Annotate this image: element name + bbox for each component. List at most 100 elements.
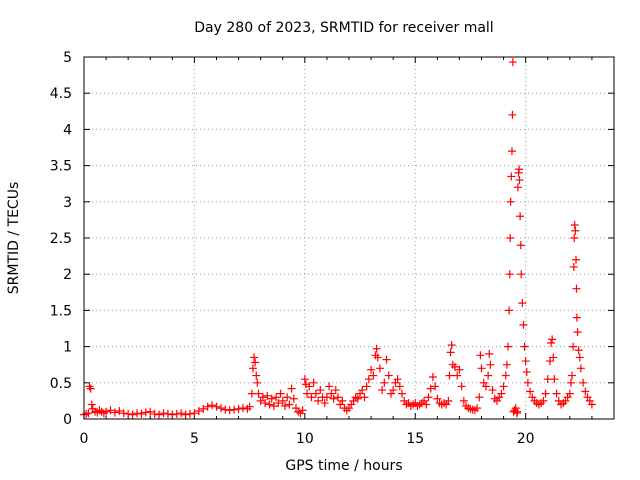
data-point: [86, 384, 95, 393]
y-tick-label: 3.5: [50, 159, 72, 175]
data-point: [248, 364, 257, 373]
data-point: [508, 58, 517, 67]
data-point: [110, 408, 119, 417]
data-point: [576, 364, 585, 373]
data-point: [311, 389, 320, 398]
data-point: [501, 371, 510, 380]
data-point: [572, 255, 581, 264]
data-point: [451, 362, 459, 371]
data-point: [303, 389, 312, 398]
data-point: [475, 393, 484, 402]
data-point: [258, 393, 267, 402]
data-point: [484, 371, 493, 380]
data-point: [373, 353, 382, 362]
data-point: [518, 299, 527, 308]
data-point: [506, 234, 515, 242]
data-point: [203, 402, 212, 411]
data-point: [146, 407, 155, 416]
chart-title: Day 280 of 2023, SRMTID for receiver mal…: [194, 20, 493, 36]
data-point: [444, 396, 453, 405]
data-point: [453, 371, 462, 380]
data-point: [587, 400, 596, 409]
data-point: [579, 378, 588, 387]
data-point: [393, 375, 402, 384]
data-point: [565, 389, 574, 398]
data-point: [155, 410, 164, 419]
data-point: [369, 371, 378, 380]
data-point: [384, 371, 393, 380]
data-point: [575, 353, 584, 362]
data-point: [194, 407, 203, 416]
x-tick-label: 10: [296, 431, 314, 447]
data-point: [545, 357, 554, 366]
data-point: [133, 409, 141, 418]
data-point: [106, 406, 115, 415]
data-point: [372, 344, 381, 353]
y-tick-label: 1.5: [50, 303, 72, 319]
y-tick-label: 1: [63, 340, 72, 356]
data-point: [522, 367, 531, 376]
data-point: [395, 382, 404, 391]
data-point: [445, 371, 454, 380]
data-point: [254, 389, 263, 398]
y-tick-label: 0.5: [50, 376, 72, 392]
data-point: [216, 404, 225, 413]
data-point: [433, 394, 442, 403]
data-point: [378, 386, 387, 395]
data-point: [513, 183, 522, 192]
data-point: [367, 365, 376, 374]
y-tick-label: 0: [63, 412, 72, 428]
y-tick-label: 5: [63, 50, 72, 66]
data-point: [331, 386, 340, 395]
data-point: [141, 408, 150, 417]
data-point: [477, 364, 486, 373]
data-point: [338, 396, 347, 405]
grid-lines: [84, 57, 614, 419]
data-point: [252, 371, 261, 380]
data-point: [455, 365, 464, 374]
data-point: [513, 407, 522, 416]
data-point: [159, 409, 168, 418]
data-point: [128, 410, 137, 419]
data-point: [250, 353, 259, 362]
data-point: [505, 270, 514, 279]
data-point: [520, 342, 529, 351]
data-point: [300, 375, 309, 384]
data-point: [570, 220, 579, 229]
data-point: [362, 382, 371, 391]
data-point: [515, 165, 524, 174]
data-point: [382, 355, 391, 364]
data-point: [511, 404, 520, 413]
data-point: [298, 406, 307, 415]
data-point: [289, 394, 298, 403]
data-point: [398, 389, 406, 398]
data-point: [265, 400, 274, 409]
data-point: [459, 396, 468, 405]
data-point: [517, 270, 526, 279]
data-point: [272, 393, 281, 402]
data-point: [569, 342, 578, 351]
data-point: [322, 393, 331, 402]
data-point: [263, 391, 272, 400]
y-tick-label: 4: [63, 122, 72, 138]
data-point: [422, 400, 431, 409]
data-point: [428, 373, 437, 382]
data-point: [550, 375, 559, 384]
data-point: [327, 389, 336, 398]
data-point: [552, 389, 561, 398]
y-tick-label: 2.5: [50, 231, 72, 247]
data-point: [573, 328, 582, 337]
data-point: [253, 378, 262, 387]
data-point: [329, 394, 338, 403]
data-point: [168, 410, 177, 419]
data-point: [566, 378, 575, 387]
data-point: [119, 409, 128, 418]
data-point: [380, 378, 389, 387]
data-point: [177, 409, 186, 418]
data-point: [457, 382, 466, 391]
data-point: [485, 349, 494, 358]
y-tick-label: 2: [63, 267, 72, 283]
data-point: [499, 382, 508, 391]
data-point: [186, 409, 194, 418]
